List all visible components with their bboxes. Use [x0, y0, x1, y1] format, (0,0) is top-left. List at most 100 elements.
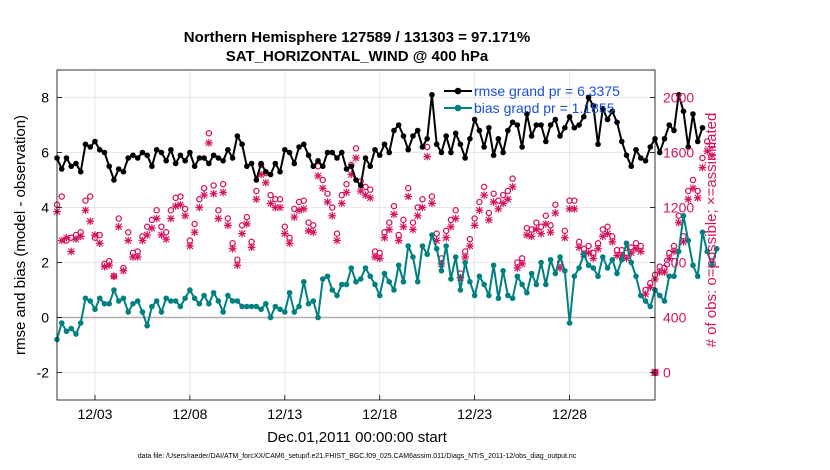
bias-point [324, 273, 331, 280]
obs-assimilated-point [447, 222, 455, 231]
rmse-point [467, 135, 473, 142]
obs-assimilated-point [504, 195, 512, 204]
rmse-point [343, 166, 350, 172]
legend-bias-marker [454, 104, 462, 112]
obs-possible-point [167, 206, 175, 214]
obs-assimilated-point [257, 170, 265, 179]
rmse-point [690, 111, 696, 117]
bias-point [443, 243, 449, 249]
obs-assimilated-point [167, 214, 175, 223]
rmse-point [172, 160, 179, 167]
obs-possible-point [215, 206, 222, 214]
bias-point [647, 303, 654, 310]
obs-possible-point [300, 197, 308, 204]
obs-assimilated-point [556, 264, 564, 272]
legend-rmse-label: rmse grand pr = 6.3375 [474, 83, 620, 99]
obs-assimilated-point [337, 199, 346, 208]
obs-assimilated-point [532, 225, 541, 234]
bias-point [282, 309, 288, 315]
rmse-point [618, 138, 625, 145]
rmse-point [547, 122, 554, 128]
obs-assimilated-point [119, 266, 128, 275]
x-tick-label: 12/18 [362, 406, 397, 422]
obs-possible-point [205, 129, 213, 137]
obs-assimilated-point [466, 242, 474, 250]
left-axis-label: rmse and bias (model - observation) [12, 115, 29, 355]
right-tick-label: 400 [663, 310, 687, 326]
obs-possible-point [571, 197, 578, 204]
rmse-point [187, 149, 193, 156]
rmse-point [495, 135, 502, 142]
obs-assimilated-point [451, 214, 460, 223]
obs-assimilated-point [399, 222, 408, 231]
rmse-point [319, 163, 326, 170]
rmse-point [248, 160, 255, 167]
bias-point [476, 273, 483, 280]
bias-point [73, 331, 79, 337]
legend-rmse-marker [454, 87, 462, 95]
obs-possible-point [423, 143, 431, 151]
bias-point [106, 300, 113, 307]
bias-point [633, 273, 639, 280]
bias-point [704, 248, 711, 255]
bias-point [709, 262, 715, 269]
obs-assimilated-point [81, 206, 90, 215]
bias-point [505, 292, 511, 299]
bias-point [395, 262, 402, 269]
obs-possible-point [196, 195, 203, 203]
bias-point [424, 251, 430, 258]
obs-assimilated-point [347, 170, 356, 179]
obs-possible-point [561, 227, 569, 235]
bias-point [386, 278, 393, 285]
obs-assimilated-point [598, 232, 607, 241]
obs-assimilated-point [679, 238, 688, 246]
obs-assimilated-point [703, 147, 712, 155]
rmse-point [410, 133, 416, 139]
obs-assimilated-point [551, 209, 560, 217]
obs-possible-point [366, 186, 374, 193]
bias-point [376, 292, 383, 299]
rmse-point [604, 116, 611, 123]
right-tick-label: 2000 [663, 90, 694, 106]
bias-point [163, 295, 169, 302]
rmse-point [77, 168, 84, 175]
bias-point [410, 254, 416, 260]
obs-possible-point [200, 184, 208, 192]
obs-possible-point [115, 215, 122, 222]
bias-point [139, 309, 146, 315]
bias-point [685, 237, 692, 244]
obs-assimilated-point [243, 220, 251, 228]
bias-point [300, 278, 307, 285]
rmse-point [633, 146, 639, 153]
obs-possible-point [485, 209, 493, 217]
rmse-point [666, 122, 673, 128]
bias-point [457, 287, 464, 293]
bias-point [168, 298, 174, 304]
bias-point [614, 270, 620, 277]
obs-assimilated-point [456, 273, 465, 282]
obs-assimilated-point [480, 191, 488, 199]
bias-point [144, 322, 150, 329]
rmse-point [130, 152, 136, 159]
obs-possible-point [542, 212, 550, 219]
rmse-point [571, 124, 578, 131]
bias-point [514, 273, 521, 280]
rmse-point [595, 141, 601, 148]
bias-point [353, 278, 359, 285]
obs-assimilated-point [304, 227, 313, 235]
bias-point [263, 300, 269, 307]
obs-assimilated-point [238, 229, 246, 238]
bias-point [286, 289, 293, 296]
obs-assimilated-point [190, 228, 199, 237]
obs-possible-point [305, 219, 312, 226]
bias-point [490, 262, 497, 269]
obs-assimilated-point [499, 199, 507, 208]
rmse-point [334, 155, 340, 161]
obs-assimilated-point [152, 214, 161, 223]
obs-assimilated-point [86, 217, 95, 226]
obs-assimilated-point [76, 232, 85, 241]
rmse-point [315, 157, 321, 164]
obs-assimilated-point [309, 228, 318, 237]
obs-assimilated-point [162, 235, 170, 243]
rmse-point [196, 155, 203, 161]
